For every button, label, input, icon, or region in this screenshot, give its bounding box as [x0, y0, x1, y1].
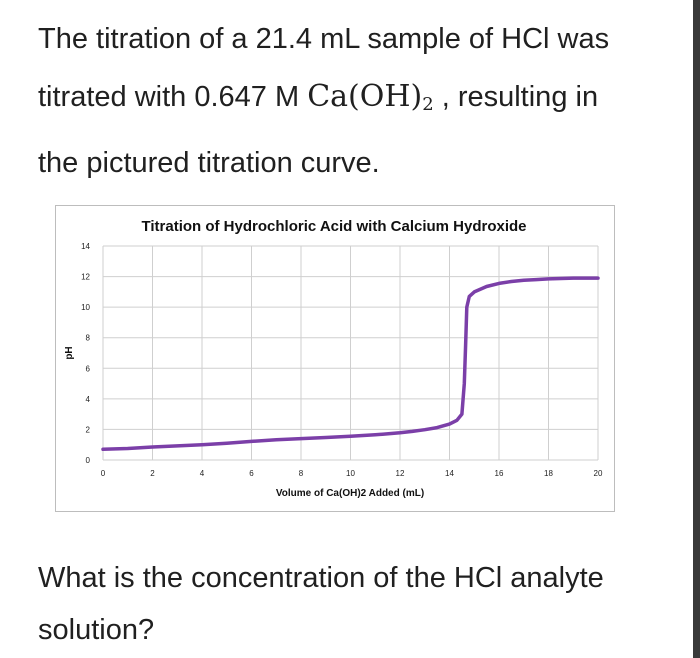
y-tick-label-7: 14	[81, 242, 90, 251]
chart-series	[101, 276, 600, 452]
y-tick-label-6: 12	[81, 273, 90, 282]
x-tick-label-2: 4	[200, 469, 205, 478]
formula-main: Ca(OH)	[307, 79, 423, 114]
x-tick-label-6: 12	[396, 469, 405, 478]
x-tick-label-3: 6	[249, 469, 254, 478]
y-tick-label-2: 4	[86, 395, 91, 404]
chart-title: Titration of Hydrochloric Acid with Calc…	[141, 218, 526, 235]
x-tick-label-10: 20	[594, 469, 603, 478]
calcium-hydroxide-formula: Ca(OH)2	[307, 79, 434, 115]
y-tick-label-0: 0	[86, 456, 91, 465]
question-prompt: What is the concentration of the HCl ana…	[38, 552, 658, 656]
x-tick-label-9: 18	[544, 469, 553, 478]
y-tick-label-3: 6	[86, 364, 91, 373]
y-tick-labels: 0 2 4 6 8 10 12 14	[81, 242, 90, 465]
question-line-2: titrated with 0.647 M Ca(OH)2 , resultin…	[38, 68, 658, 134]
y-tick-label-4: 8	[86, 334, 91, 343]
prompt-line-1: What is the concentration of the HCl ana…	[38, 562, 604, 594]
x-tick-labels: 0 2 4 6 8 10 12 14 16 18 20	[101, 469, 603, 478]
question-line-2-start: titrated with 0.647 M	[38, 81, 308, 113]
titration-chart: Titration of Hydrochloric Acid with Calc…	[55, 205, 615, 512]
question-line-1: The titration of a 21.4 mL sample of HCl…	[38, 23, 610, 55]
chart-grid	[102, 245, 599, 461]
window-edge	[693, 0, 700, 658]
x-tick-label-5: 10	[346, 469, 355, 478]
titration-curve-line-0	[101, 276, 600, 452]
formula-subscript: 2	[422, 94, 434, 115]
y-axis-label: pH	[64, 346, 75, 359]
x-tick-label-4: 8	[299, 469, 304, 478]
x-tick-label-1: 2	[150, 469, 155, 478]
question-text: The titration of a 21.4 mL sample of HCl…	[38, 10, 658, 192]
question-line-2-end: , resulting in	[433, 81, 599, 113]
y-tick-label-5: 10	[81, 303, 90, 312]
x-tick-label-7: 14	[445, 469, 454, 478]
chart-svg: Titration of Hydrochloric Acid with Calc…	[64, 218, 603, 499]
x-tick-label-0: 0	[101, 469, 106, 478]
x-axis-label: Volume of Ca(OH)2 Added (mL)	[276, 488, 424, 499]
prompt-line-2: solution?	[38, 614, 155, 646]
y-tick-label-1: 2	[86, 425, 91, 434]
question-line-3: the pictured titration curve.	[38, 147, 380, 179]
x-tick-label-8: 16	[495, 469, 504, 478]
